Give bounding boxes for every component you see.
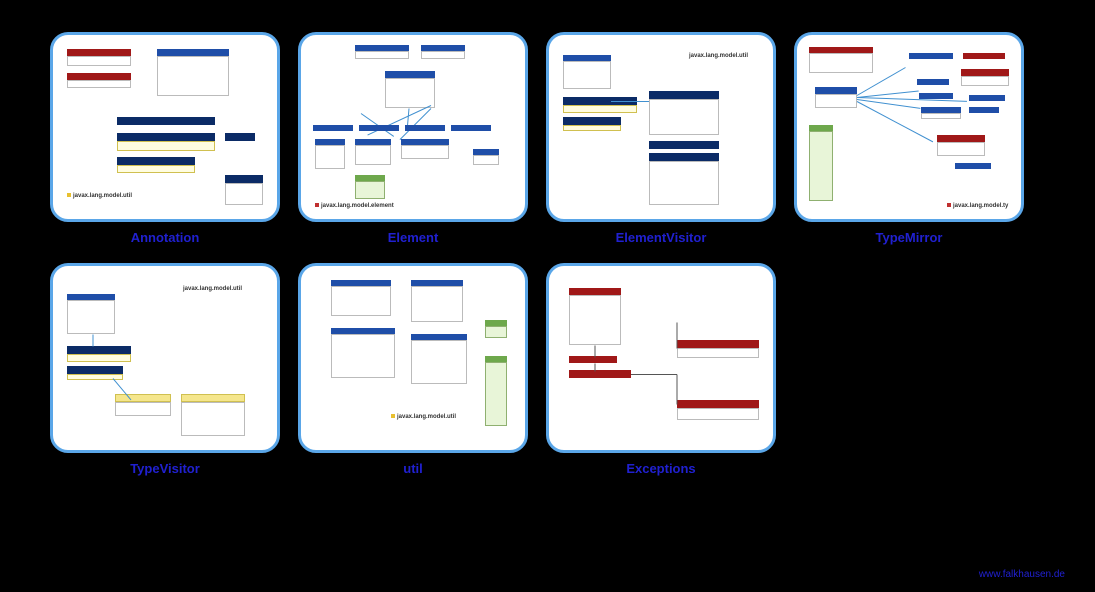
footer-link[interactable]: www.falkhausen.de bbox=[979, 569, 1065, 580]
thumb-annotation: javax.lang.model.util bbox=[50, 32, 280, 222]
pkg-label: javax.lang.model.util bbox=[73, 193, 132, 199]
caption-util: util bbox=[403, 461, 423, 476]
pkg-label: javax.lang.model.element bbox=[321, 203, 394, 209]
pkg-label: javax.lang.model.util bbox=[689, 53, 748, 59]
caption-typevisitor: TypeVisitor bbox=[130, 461, 200, 476]
thumb-element: javax.lang.model.element bbox=[298, 32, 528, 222]
card-util[interactable]: javax.lang.model.util util bbox=[298, 263, 528, 476]
pkg-label: javax.lang.model.ty bbox=[953, 203, 1008, 209]
pkg-label: javax.lang.model.util bbox=[183, 286, 242, 292]
thumb-typemirror: javax.lang.model.ty bbox=[794, 32, 1024, 222]
caption-exceptions: Exceptions bbox=[626, 461, 695, 476]
card-elementvisitor[interactable]: javax.lang.model.util ElementVisitor bbox=[546, 32, 776, 245]
pkg-label: javax.lang.model.util bbox=[397, 414, 456, 420]
thumb-elementvisitor: javax.lang.model.util bbox=[546, 32, 776, 222]
diagram-grid: javax.lang.model.util Annotation bbox=[0, 0, 1095, 476]
card-element[interactable]: javax.lang.model.element Element bbox=[298, 32, 528, 245]
card-typemirror[interactable]: javax.lang.model.ty TypeMirror bbox=[794, 32, 1024, 245]
thumb-typevisitor: javax.lang.model.util bbox=[50, 263, 280, 453]
caption-annotation: Annotation bbox=[131, 230, 200, 245]
card-exceptions[interactable]: Exceptions bbox=[546, 263, 776, 476]
caption-typemirror: TypeMirror bbox=[876, 230, 943, 245]
card-typevisitor[interactable]: javax.lang.model.util TypeVisitor bbox=[50, 263, 280, 476]
card-annotation[interactable]: javax.lang.model.util Annotation bbox=[50, 32, 280, 245]
thumb-util: javax.lang.model.util bbox=[298, 263, 528, 453]
thumb-exceptions bbox=[546, 263, 776, 453]
caption-elementvisitor: ElementVisitor bbox=[616, 230, 707, 245]
caption-element: Element bbox=[388, 230, 439, 245]
